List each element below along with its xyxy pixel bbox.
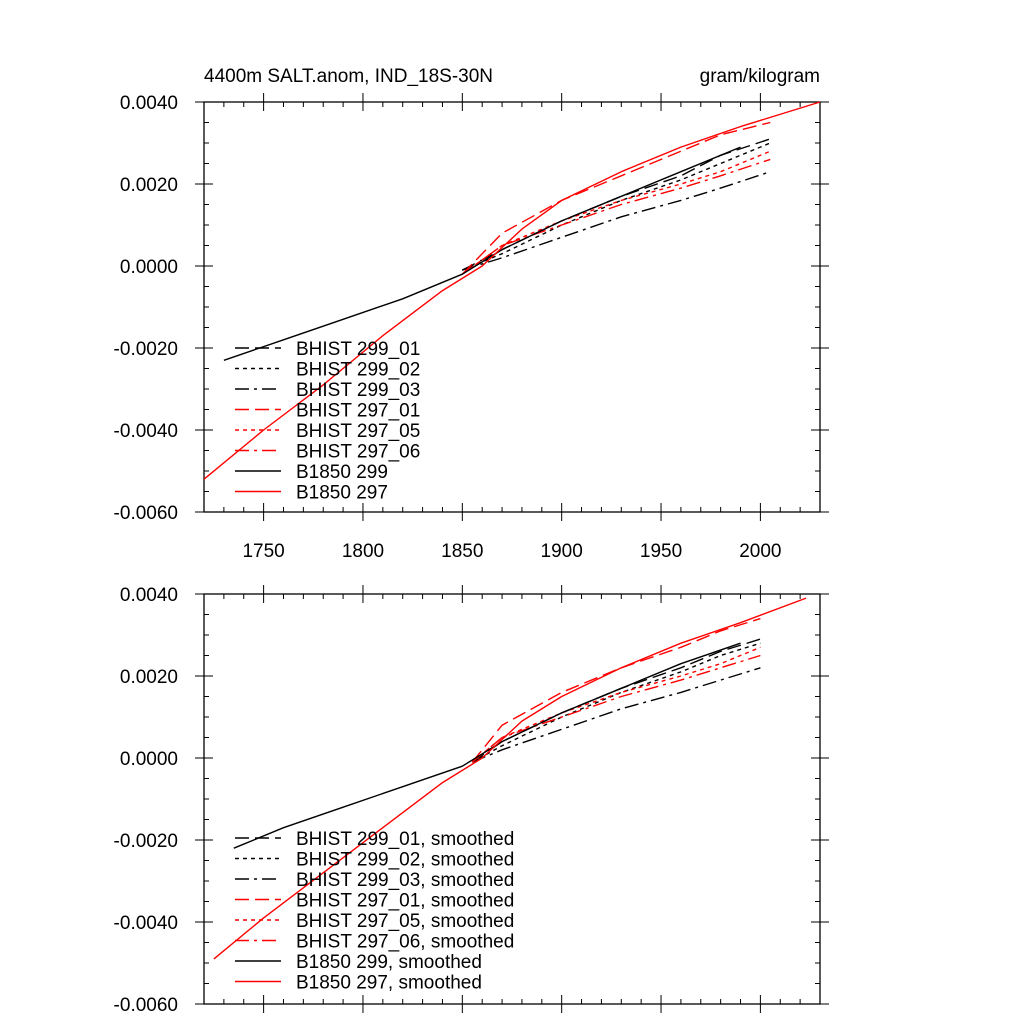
legend-label-6: B1850 299 (296, 462, 388, 483)
series-line-4 (461, 150, 771, 275)
legend-label-4: BHIST 297_05 (296, 421, 420, 442)
x-tick-label: 2000 (739, 541, 781, 562)
series-line-2 (472, 667, 761, 763)
series-line-2 (462, 171, 771, 271)
units-label: gram/kilogram (700, 66, 820, 87)
series-line-6 (223, 146, 741, 361)
series-line-5 (471, 654, 761, 763)
legend-label-7: B1850 297 (296, 483, 388, 504)
y-tick-label: -0.0020 (114, 339, 178, 360)
y-tick-label: -0.0060 (114, 503, 178, 524)
y-tick-label: 0.0020 (120, 667, 178, 688)
y-tick-label: 0.0040 (120, 585, 178, 606)
legend-label-7: B1850 297, smoothed (296, 973, 482, 994)
chart-title: 4400m SALT.anom, IND_18S-30N (204, 66, 493, 87)
y-tick-label: 0.0000 (120, 257, 178, 278)
legend-label-0: BHIST 299_01, smoothed (296, 829, 514, 850)
y-tick-label: -0.0040 (114, 421, 178, 442)
x-tick-label: 1800 (342, 541, 384, 562)
legend-label-3: BHIST 297_01 (296, 401, 420, 422)
panel-top: 0.0040 0.0020 0.0000 -0.0020 -0.0040 -0.0060 1… (114, 93, 829, 562)
series-line-1 (462, 142, 771, 271)
x-tick-label: 1750 (242, 541, 284, 562)
legend-label-6: B1850 299, smoothed (296, 952, 482, 973)
series-line-3 (461, 121, 771, 275)
y-tick-label: -0.0040 (114, 913, 178, 934)
y-tick-label: 0.0040 (120, 93, 178, 114)
series-line-6 (233, 642, 741, 849)
legend-label-4: BHIST 297_05, smoothed (296, 911, 514, 932)
x-tick-label: 1900 (541, 541, 583, 562)
legend-label-1: BHIST 299_02 (296, 360, 420, 381)
panel-bottom: 0.0040 0.0020 0.0000 -0.0020 -0.0040 -0.0060 B… (114, 585, 829, 1016)
y-tick-label: 0.0000 (120, 749, 178, 770)
legend-label-0: BHIST 299_01 (296, 339, 420, 360)
legend-label-5: BHIST 297_06, smoothed (296, 932, 514, 953)
legend-label-3: BHIST 297_01, smoothed (296, 891, 514, 912)
series-line-5 (461, 158, 771, 275)
y-tick-label: 0.0020 (120, 175, 178, 196)
x-tick-label: 1850 (441, 541, 483, 562)
series-line-3 (471, 617, 761, 763)
legend-label-2: BHIST 299_03, smoothed (296, 870, 514, 891)
x-tick-label: 1950 (640, 541, 682, 562)
series-line-7 (203, 101, 821, 480)
series-line-7 (213, 597, 807, 960)
legend-label-1: BHIST 299_02, smoothed (296, 850, 514, 871)
series-line-1 (471, 642, 761, 763)
legend-label-2: BHIST 299_03 (296, 380, 420, 401)
y-tick-label: -0.0060 (114, 995, 178, 1016)
legend-label-5: BHIST 297_06 (296, 442, 420, 463)
y-tick-label: -0.0020 (114, 831, 178, 852)
